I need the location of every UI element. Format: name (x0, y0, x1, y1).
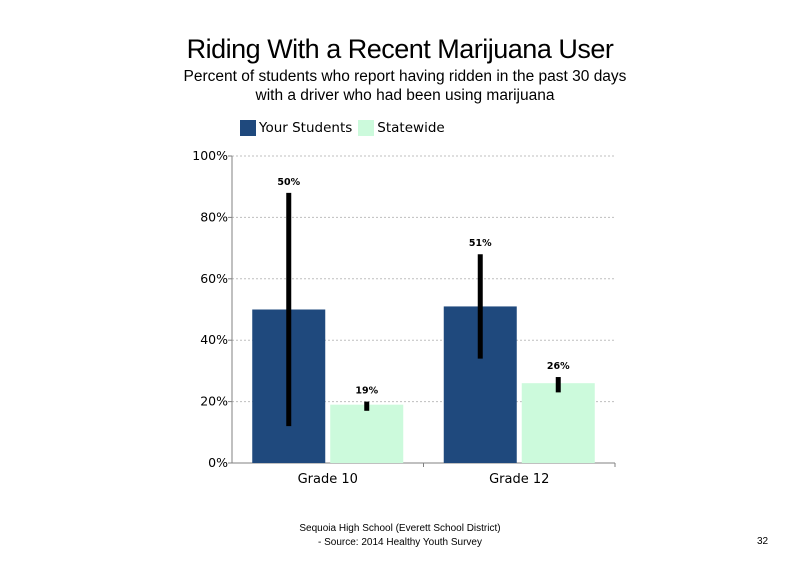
data-label: 50% (277, 177, 300, 188)
y-tick-label: 20% (200, 394, 228, 409)
legend-item-statewide: Statewide (358, 120, 445, 136)
chart-subtitle: Percent of students who report having ri… (183, 68, 627, 104)
bar (521, 383, 595, 463)
legend-label-your-students: Your Students (259, 120, 353, 136)
footer-school: Sequoia High School (Everett School Dist… (299, 523, 501, 534)
y-tick-label: 0% (208, 455, 228, 470)
data-label: 19% (355, 386, 378, 397)
legend-swatch-your-students (240, 120, 256, 136)
footer: Sequoia High School (Everett School Dist… (0, 522, 800, 550)
legend: Your Students Statewide (240, 118, 451, 138)
data-label: 26% (547, 361, 570, 372)
page-number: 32 (757, 536, 769, 547)
data-label: 51% (469, 238, 492, 249)
x-tick-label: Grade 10 (298, 472, 358, 487)
legend-swatch-statewide (358, 120, 375, 136)
legend-item-your-students: Your Students (240, 120, 352, 136)
y-tick-label: 60% (200, 271, 228, 286)
y-tick-label: 80% (200, 209, 228, 224)
footer-source: - Source: 2014 Healthy Youth Survey (318, 537, 482, 548)
chart-title: Riding With a Recent Marijuana User (186, 34, 614, 64)
legend-label-statewide: Statewide (377, 120, 445, 136)
x-tick-label: Grade 12 (489, 472, 549, 487)
y-tick-label: 40% (200, 332, 228, 347)
y-tick-label: 100% (192, 148, 228, 163)
bar (330, 404, 404, 463)
